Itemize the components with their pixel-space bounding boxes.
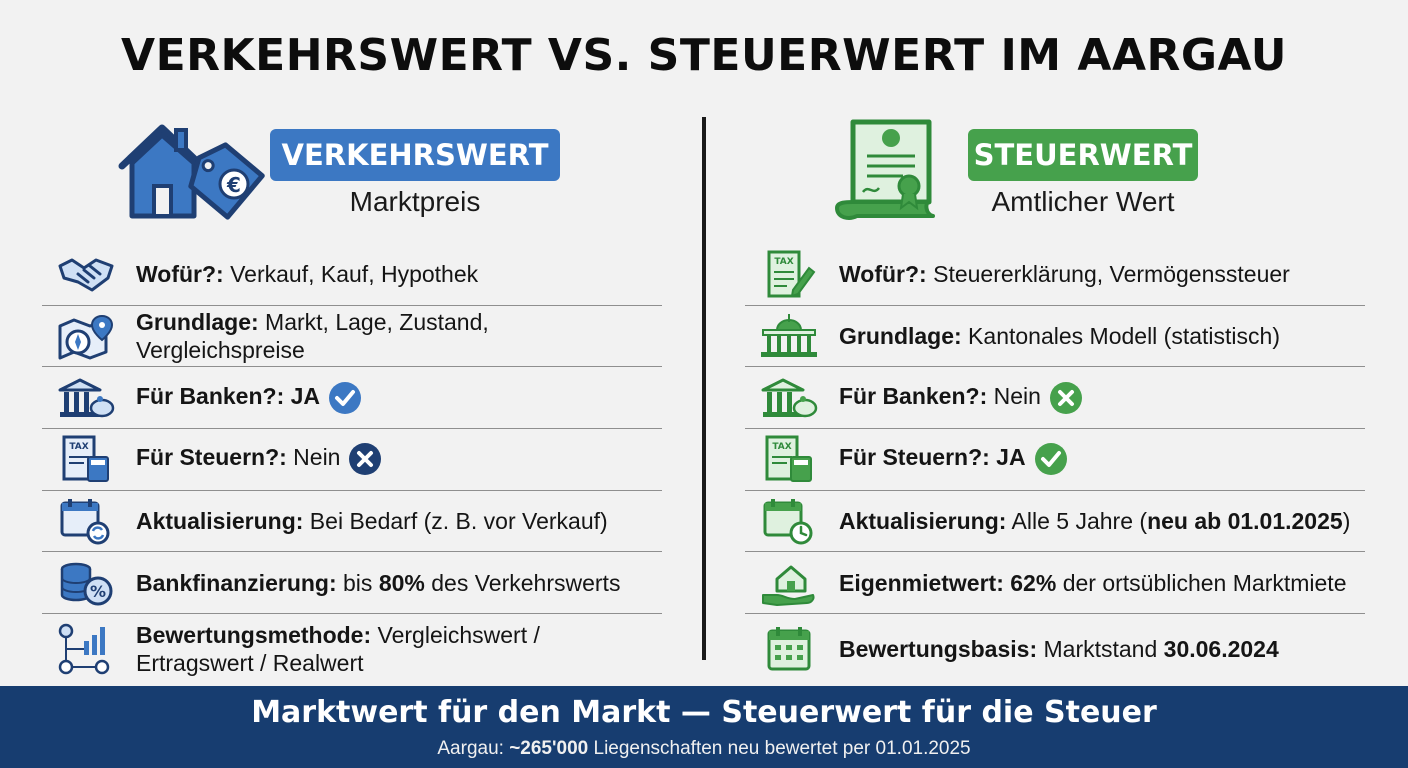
- steuerwert-header: STEUERWERT Amtlicher Wert: [745, 118, 1365, 228]
- list-item: Für Banken?: JA: [42, 367, 662, 430]
- footer-note: Aargau: ~265'000 Liegenschaften neu bewe…: [437, 738, 971, 759]
- bank-piggy-icon: [759, 374, 819, 422]
- footer-headline: Marktwert für den Markt — Steuerwert für…: [251, 695, 1157, 730]
- certificate-document-icon: [833, 118, 943, 223]
- svg-text:TAX: TAX: [772, 442, 791, 452]
- steuerwert-badge: STEUERWERT: [968, 129, 1198, 181]
- svg-text:€: €: [226, 173, 241, 197]
- list-item: Aktualisierung: Bei Bedarf (z. B. vor Ve…: [42, 491, 662, 553]
- page-title: VERKEHRSWERT VS. STEUERWERT IM AARGAU: [121, 30, 1287, 81]
- tax-calculator-icon: TAX: [759, 435, 819, 483]
- steuerwert-rows: TAX Wofür?: Steuererklärung, Vermögensst…: [745, 244, 1365, 684]
- list-item: Aktualisierung: Alle 5 Jahre (neu ab 01.…: [745, 491, 1365, 553]
- verkehrswert-header: € VERKEHRSWERT Marktpreis: [42, 118, 662, 228]
- list-item: Grundlage: Markt, Lage, Zustand, Verglei…: [42, 306, 662, 368]
- list-item: Bewertungsbasis: Marktstand 30.06.2024: [745, 614, 1365, 684]
- list-item: TAX Wofür?: Steuererklärung, Vermögensst…: [745, 244, 1365, 306]
- calendar-refresh-icon: [56, 497, 116, 545]
- list-item: Eigenmietwert: 62% der ortsüblichen Mark…: [745, 552, 1365, 615]
- column-divider: [702, 117, 706, 660]
- tax-calculator-icon: TAX: [56, 435, 116, 483]
- svg-text:TAX: TAX: [774, 257, 793, 267]
- check-icon: [1034, 442, 1068, 476]
- svg-text:TAX: TAX: [69, 442, 88, 452]
- check-icon: [328, 381, 362, 415]
- steuerwert-subtitle: Amtlicher Wert: [991, 186, 1175, 217]
- list-item: Für Banken?: Nein: [745, 367, 1365, 430]
- cross-icon: [1049, 381, 1083, 415]
- verkehrswert-rows: Wofür?: Verkauf, Kauf, Hypothek Grundlag…: [42, 244, 662, 684]
- list-item: TAX Für Steuern?: JA: [745, 429, 1365, 491]
- svg-text:%: %: [90, 582, 106, 601]
- list-item: TAX Für Steuern?: Nein: [42, 429, 662, 491]
- verkehrswert-subtitle: Marktpreis: [349, 186, 481, 217]
- calendar-icon: [759, 625, 819, 673]
- list-item: Wofür?: Verkauf, Kauf, Hypothek: [42, 244, 662, 306]
- valuation-chart-icon: [56, 623, 116, 675]
- calendar-clock-icon: [759, 497, 819, 545]
- list-item: % Bankfinanzierung: bis 80% des Verkehrs…: [42, 552, 662, 615]
- footer-banner: Marktwert für den Markt — Steuerwert für…: [0, 686, 1408, 768]
- coins-percent-icon: %: [56, 559, 116, 607]
- compass-map-pin-icon: [56, 312, 116, 360]
- handshake-icon: [56, 250, 116, 298]
- bank-piggy-icon: [56, 374, 116, 422]
- list-item: Bewertungsmethode: Vergleichswert / Ertra…: [42, 614, 662, 684]
- house-hand-icon: [759, 559, 819, 607]
- house-price-tag-icon: €: [112, 118, 272, 223]
- tax-document-pen-icon: TAX: [759, 250, 819, 298]
- list-item: Grundlage: Kantonales Modell (statistisc…: [745, 306, 1365, 368]
- cross-icon: [348, 442, 382, 476]
- verkehrswert-badge: VERKEHRSWERT: [270, 129, 560, 181]
- government-building-icon: [759, 312, 819, 360]
